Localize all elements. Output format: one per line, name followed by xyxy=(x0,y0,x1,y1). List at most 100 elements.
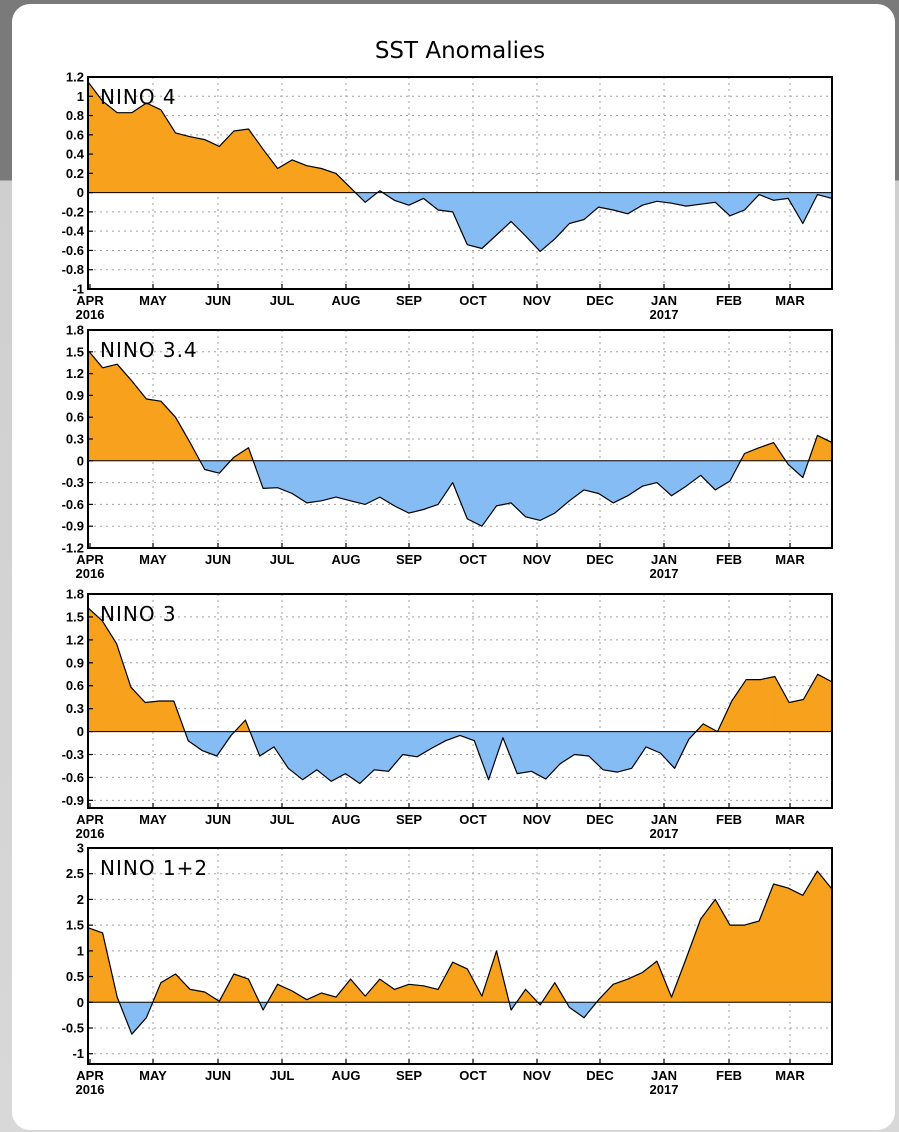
x-month-label: JUN xyxy=(205,1068,231,1083)
y-tick-label: 1 xyxy=(77,89,84,104)
x-month-label: AUG xyxy=(332,812,361,827)
negative-anomaly-area xyxy=(184,731,697,785)
plot-frame xyxy=(87,847,833,1065)
x-month-label: JAN xyxy=(651,293,677,308)
x-month-label: FEB xyxy=(716,1068,742,1083)
x-month-label: MAY xyxy=(139,1068,167,1083)
x-month-label: DEC xyxy=(586,812,614,827)
x-month-label: SEP xyxy=(396,552,422,567)
x-month-label: MAR xyxy=(775,812,805,827)
x-month-label: FEB xyxy=(716,293,742,308)
y-tick-label: 3 xyxy=(77,841,84,856)
anomaly-line xyxy=(87,607,833,785)
y-tick-label: 0.3 xyxy=(66,432,84,447)
x-month-label: MAR xyxy=(775,293,805,308)
y-tick-label: -0.9 xyxy=(62,793,84,808)
y-tick-label: 1.5 xyxy=(66,609,84,624)
x-month-label: APR xyxy=(76,1068,104,1083)
x-month-label: APR xyxy=(76,812,104,827)
y-tick-label: 1.5 xyxy=(66,918,84,933)
y-tick-label: 0 xyxy=(77,724,84,739)
x-month-label: OCT xyxy=(459,552,487,567)
x-year-label: 2016 xyxy=(76,826,105,841)
x-month-label: NOV xyxy=(523,1068,552,1083)
panel-label: NINO 3.4 xyxy=(100,338,198,362)
chart-title: SST Anomalies xyxy=(375,38,545,64)
x-month-label: JUN xyxy=(205,812,231,827)
x-month-label: FEB xyxy=(716,552,742,567)
x-month-label: MAY xyxy=(139,812,167,827)
x-month-label: MAY xyxy=(139,293,167,308)
x-month-label: APR xyxy=(76,552,104,567)
x-month-label: JAN xyxy=(651,552,677,567)
y-tick-label: 0.4 xyxy=(66,147,85,162)
y-tick-label: 0.6 xyxy=(66,678,84,693)
y-tick-label: 0.3 xyxy=(66,701,84,716)
y-tick-label: -0.8 xyxy=(62,262,84,277)
x-month-label: MAR xyxy=(775,552,805,567)
y-tick-label: 1.2 xyxy=(66,70,84,85)
panel-label: NINO 4 xyxy=(100,85,177,109)
y-tick-label: 1.8 xyxy=(66,323,84,338)
x-month-label: DEC xyxy=(586,1068,614,1083)
y-tick-label: 0 xyxy=(77,185,84,200)
anomaly-line xyxy=(87,81,833,252)
plot-frame xyxy=(87,593,833,809)
x-month-label: MAY xyxy=(139,552,167,567)
y-tick-label: 0.5 xyxy=(66,969,84,984)
x-year-label: 2017 xyxy=(650,826,679,841)
negative-anomaly-area xyxy=(118,1001,598,1035)
y-tick-label: 1.2 xyxy=(66,366,84,381)
x-month-label: JUL xyxy=(270,812,295,827)
y-tick-label: 0.9 xyxy=(66,655,84,670)
x-month-label: SEP xyxy=(396,812,422,827)
x-month-label: NOV xyxy=(523,293,552,308)
y-tick-label: 0.6 xyxy=(66,127,84,142)
y-tick-label: -1 xyxy=(72,282,84,297)
x-month-label: APR xyxy=(76,293,104,308)
y-tick-label: 0.2 xyxy=(66,166,84,181)
y-tick-label: 1.2 xyxy=(66,632,84,647)
x-month-label: MAR xyxy=(775,1068,805,1083)
y-tick-label: 0 xyxy=(77,995,84,1010)
x-year-label: 2017 xyxy=(650,566,679,581)
x-month-label: SEP xyxy=(396,293,422,308)
anomaly-line xyxy=(87,349,833,527)
x-month-label: OCT xyxy=(459,1068,487,1083)
plot-frame xyxy=(87,76,833,290)
y-tick-label: -0.6 xyxy=(62,497,84,512)
y-tick-label: 1 xyxy=(77,943,84,958)
x-month-label: DEC xyxy=(586,552,614,567)
x-month-label: JUL xyxy=(270,293,295,308)
y-tick-label: -0.9 xyxy=(62,519,84,534)
panel-nino-3: 1.8 1.5 1.2 0.9 0.6 0.3 0 -0.3 -0.6 -0.9 APR MAY JUN… xyxy=(62,587,833,841)
positive-anomaly-area xyxy=(87,349,833,462)
y-tick-label: -0.6 xyxy=(62,243,84,258)
x-month-label: AUG xyxy=(332,293,361,308)
y-tick-label: -0.2 xyxy=(62,204,84,219)
y-tick-label: 1.5 xyxy=(66,344,84,359)
x-month-label: JAN xyxy=(651,1068,677,1083)
x-month-label: JUL xyxy=(270,552,295,567)
y-tick-label: -1.2 xyxy=(62,541,84,556)
y-tick-label: 2 xyxy=(77,892,84,907)
x-month-label: OCT xyxy=(459,812,487,827)
positive-anomaly-area xyxy=(87,607,833,732)
y-tick-label: -0.3 xyxy=(62,475,84,490)
x-month-label: DEC xyxy=(586,293,614,308)
anomaly-line xyxy=(87,870,833,1035)
y-tick-label: -0.4 xyxy=(62,224,85,239)
panel-nino-1-2: 3 2.5 2 1.5 1 0.5 0 -0.5 -1 APR MAY JUN JUL AUG SEP OCT… xyxy=(62,841,833,1097)
positive-anomaly-area xyxy=(87,870,833,1003)
y-tick-label: 1.8 xyxy=(66,587,84,602)
x-year-label: 2016 xyxy=(76,307,105,322)
x-month-label: JUL xyxy=(270,1068,295,1083)
y-tick-label: 0 xyxy=(77,453,84,468)
panel-label: NINO 1+2 xyxy=(100,856,208,880)
y-tick-label: -1 xyxy=(72,1046,84,1061)
x-month-label: AUG xyxy=(332,1068,361,1083)
x-month-label: JUN xyxy=(205,552,231,567)
